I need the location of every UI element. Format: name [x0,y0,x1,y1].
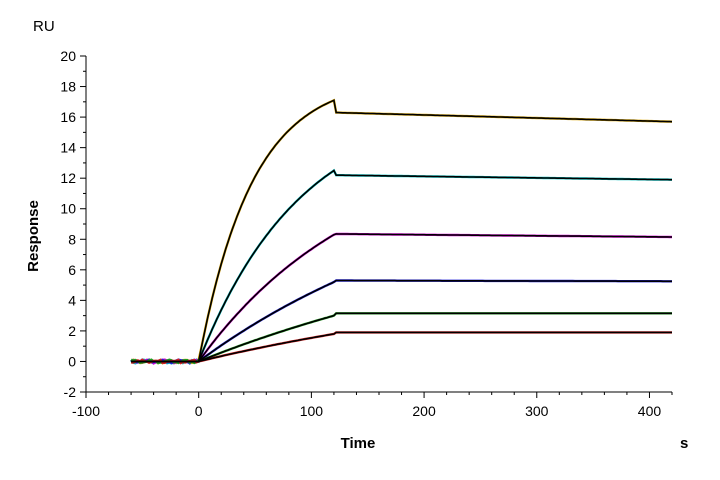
x-tick-label: 400 [638,403,662,419]
y-axis-unit: RU [33,18,55,35]
series-0-data-line [130,98,673,365]
x-tick-label: -100 [72,403,100,419]
x-tick-label: 0 [195,403,203,419]
y-tick-label: 20 [60,48,76,64]
x-axis-unit: s [680,435,688,452]
series-5-fit-line [131,331,672,363]
y-tick-label: 8 [68,231,76,247]
y-tick-label: -2 [64,384,77,400]
y-tick-label: 4 [68,292,76,308]
series-4-fit-line [131,312,672,363]
x-tick-label: 200 [412,403,436,419]
y-tick-label: 2 [68,323,76,339]
series-1-fit-line [131,169,672,363]
x-tick-label: 100 [300,403,324,419]
y-tick-label: 14 [60,140,76,156]
y-tick-label: 18 [60,79,76,95]
x-axis-title: Time [341,435,376,452]
chart-axes [85,56,672,393]
y-axis-title: Response [25,200,42,272]
series-1-data-line [130,168,672,365]
y-tick-label: 12 [60,170,76,186]
series-3-fit-line [131,279,672,363]
y-tick-label: 0 [68,353,76,369]
y-tick-label: 10 [60,201,76,217]
chart-series-layer [130,98,673,365]
y-tick-label: 16 [60,109,76,125]
series-2-fit-line [131,233,672,363]
chart-ticks: -2 0 2 4 6 8 10 12 14 16 18 20 -100 0 100 200 300 400 [60,48,673,419]
series-0-fit-line [131,99,673,363]
x-tick-label: 300 [525,403,549,419]
y-tick-label: 6 [68,262,76,278]
